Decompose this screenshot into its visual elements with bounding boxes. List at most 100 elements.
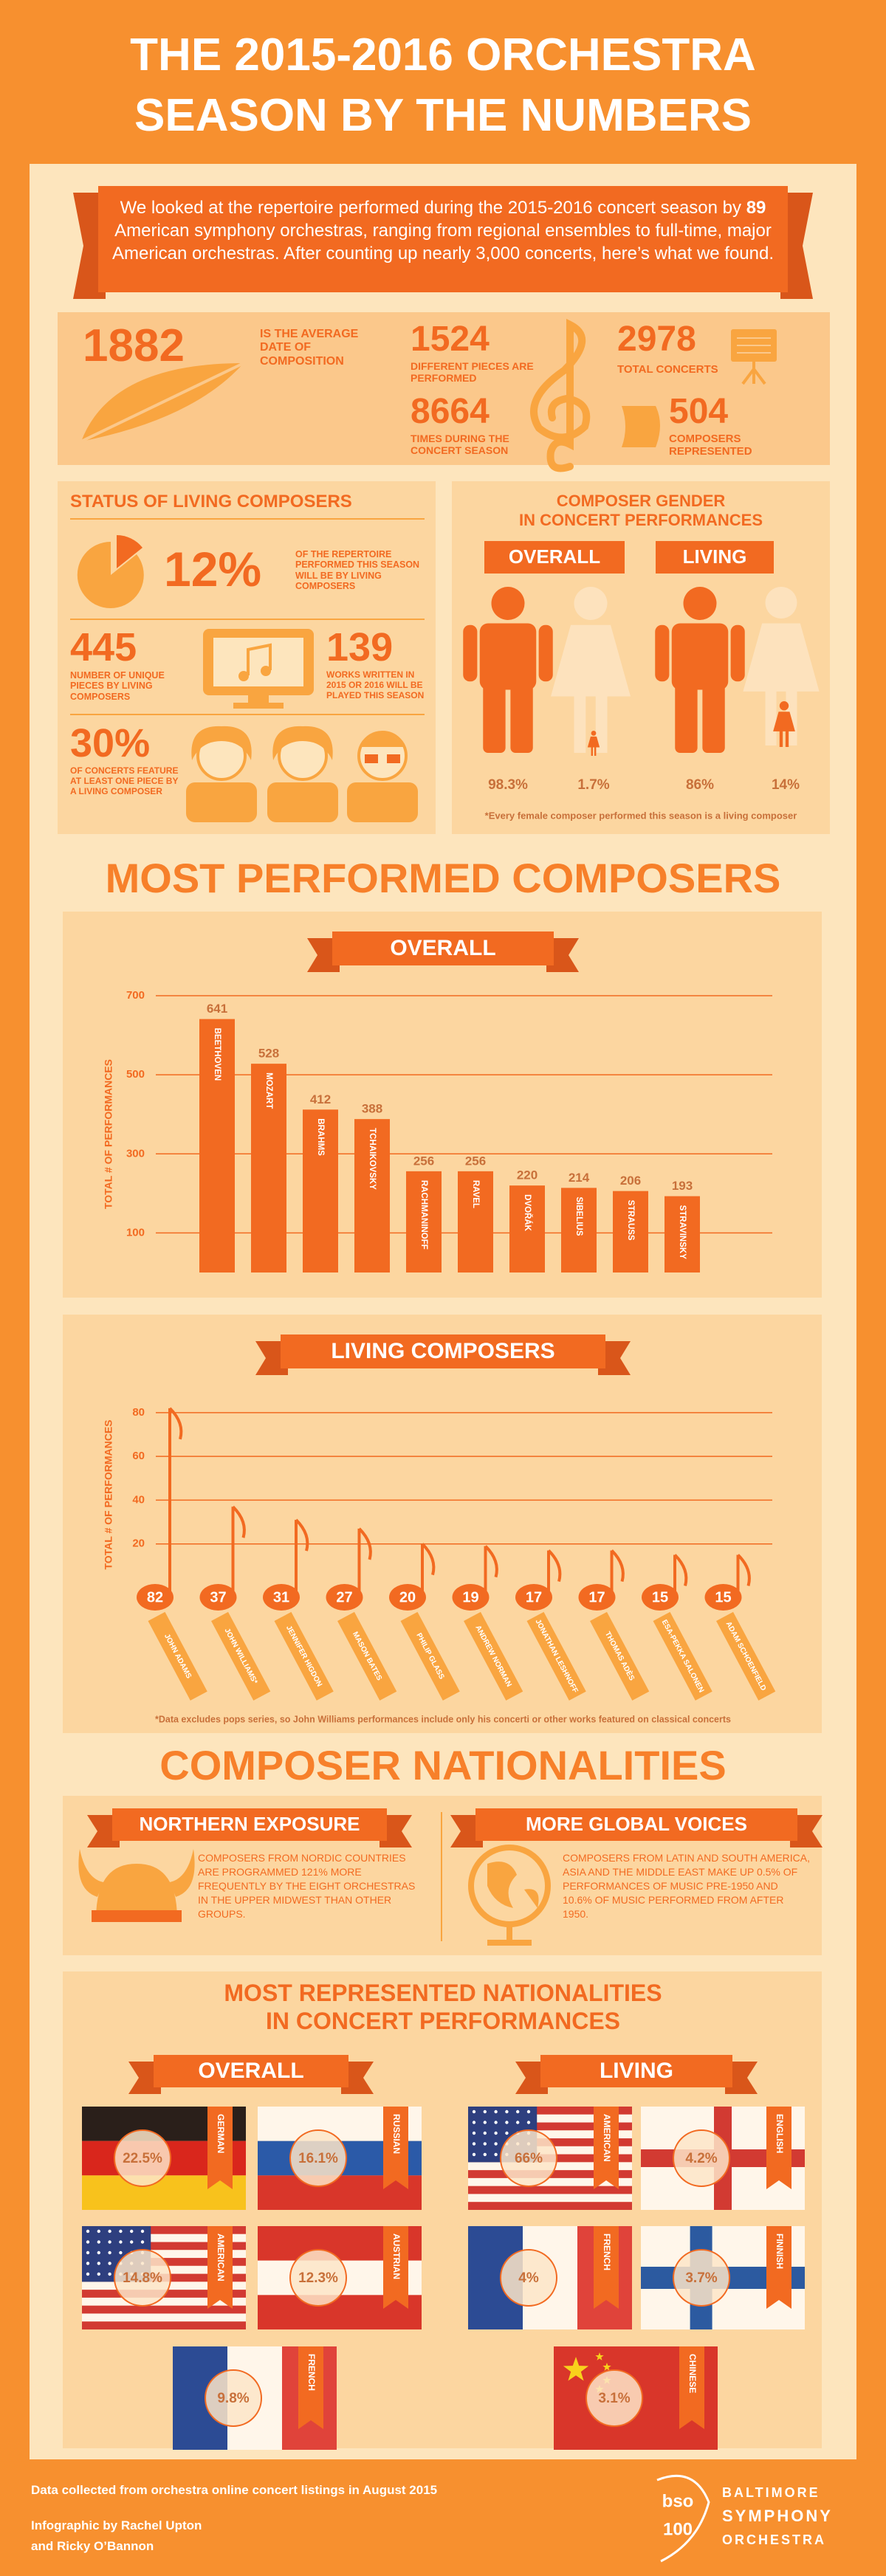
torso <box>671 623 729 690</box>
group-label: LIVING <box>600 2059 673 2083</box>
category-label: STRAVINSKY <box>678 1205 687 1260</box>
footer-credit: Infographic by Rachel Upton <box>31 2518 202 2532</box>
leg <box>483 683 506 753</box>
y-tick-label: 60 <box>132 1450 145 1462</box>
y-tick-label: 20 <box>132 1537 145 1550</box>
stat-number: 504 <box>669 392 729 431</box>
logo-mark: bso <box>662 2491 694 2511</box>
helmet-icon <box>96 1864 177 1919</box>
note-flag <box>737 1554 751 1587</box>
country-label: AMERICAN <box>602 2114 612 2162</box>
category-label: DVOŘÁK <box>523 1194 532 1232</box>
ribbon <box>475 1808 797 1841</box>
hair <box>272 726 333 760</box>
stat-label: TOTAL CONCERTS <box>617 363 718 376</box>
head <box>591 731 597 736</box>
female-figure <box>773 701 795 747</box>
flag-star <box>472 2110 476 2114</box>
head <box>779 701 789 711</box>
value-label: 214 <box>569 1171 590 1185</box>
stat-number: 1882 <box>83 320 185 371</box>
y-axis-label: TOTAL # OF PERFORMANCES <box>103 1059 114 1209</box>
stat-number: 8664 <box>411 392 490 431</box>
ribbon-tail <box>546 938 579 972</box>
hair <box>191 726 252 760</box>
shoulders <box>186 782 257 822</box>
leg <box>595 693 608 753</box>
value-label: 20 <box>399 1589 416 1605</box>
male-figure <box>655 587 745 753</box>
value-label: 82 <box>147 1589 163 1605</box>
flag-star <box>86 2272 90 2276</box>
flag-star <box>108 2240 111 2244</box>
intro-text: American symphony orchestras, ranging fr… <box>111 221 775 264</box>
value-label: 31 <box>273 1589 289 1605</box>
flag-star <box>494 2142 498 2146</box>
flag-stripe <box>82 2313 246 2322</box>
scroll-icon <box>622 406 660 447</box>
flag-stripe <box>468 2177 632 2186</box>
category-label: BRAHMS <box>316 1118 325 1156</box>
flag-star <box>472 2152 476 2157</box>
flag-star <box>483 2142 487 2146</box>
intro-count: 89 <box>746 198 766 218</box>
flag-star <box>97 2262 100 2265</box>
flag-star <box>86 2262 90 2265</box>
logo-swoosh <box>656 2474 710 2563</box>
value-label: 15 <box>715 1589 731 1605</box>
body <box>773 712 795 731</box>
note-head <box>578 1584 616 1611</box>
note-flag <box>611 1549 625 1583</box>
flag-star <box>483 2110 487 2114</box>
bar <box>664 1196 700 1272</box>
share-badge <box>289 2129 347 2187</box>
flag-star <box>494 2152 498 2157</box>
flag-stripe <box>468 2107 632 2115</box>
flag-star <box>563 2357 589 2381</box>
flag-star <box>108 2272 111 2276</box>
flag-star <box>108 2229 111 2234</box>
flag-star <box>97 2250 100 2255</box>
tag <box>464 1611 523 1701</box>
flag-star <box>516 2121 520 2124</box>
country-tag <box>594 2107 619 2189</box>
note-head <box>326 1584 363 1611</box>
computer-stand <box>248 695 269 704</box>
tag <box>716 1611 776 1701</box>
stat-number: 445 <box>70 625 137 669</box>
box-title: STATUS OF LIVING COMPOSERS <box>70 492 352 512</box>
y-tick-label: 80 <box>132 1406 145 1419</box>
country-tag <box>298 2346 323 2429</box>
female-figure-outline <box>551 587 631 753</box>
bar <box>458 1171 493 1272</box>
note-flag <box>421 1543 436 1576</box>
note-head <box>452 1584 490 1611</box>
note-head <box>238 671 249 681</box>
footer-source: Data collected from orchestra online con… <box>31 2483 438 2497</box>
bar <box>613 1191 648 1272</box>
shoulders <box>267 782 338 822</box>
note-flag <box>168 1407 183 1440</box>
label-tag <box>484 541 625 574</box>
ribbon-tail <box>598 1341 631 1375</box>
flag-star <box>505 2131 509 2135</box>
flag-stripe <box>468 2130 632 2139</box>
flag-stripe <box>82 2297 246 2306</box>
leg <box>779 730 783 747</box>
flag-stripe <box>82 2305 246 2314</box>
chart-title: OVERALL <box>390 936 495 960</box>
share-badge <box>673 2129 730 2187</box>
flag-star <box>97 2229 100 2234</box>
flag-star <box>97 2240 100 2244</box>
head <box>765 587 797 619</box>
flag-star <box>119 2229 123 2234</box>
ribbon-tail <box>255 1341 288 1375</box>
bar <box>509 1185 545 1272</box>
title: SEASON BY THE NUMBERS <box>134 90 752 141</box>
country-label: RUSSIAN <box>391 2114 402 2154</box>
note-icon <box>247 643 272 675</box>
share-label: 3.1% <box>598 2391 630 2406</box>
flag-stripe <box>468 2122 632 2131</box>
category-label: TCHAIKOVSKY <box>368 1128 377 1190</box>
flag-star <box>130 2240 134 2244</box>
